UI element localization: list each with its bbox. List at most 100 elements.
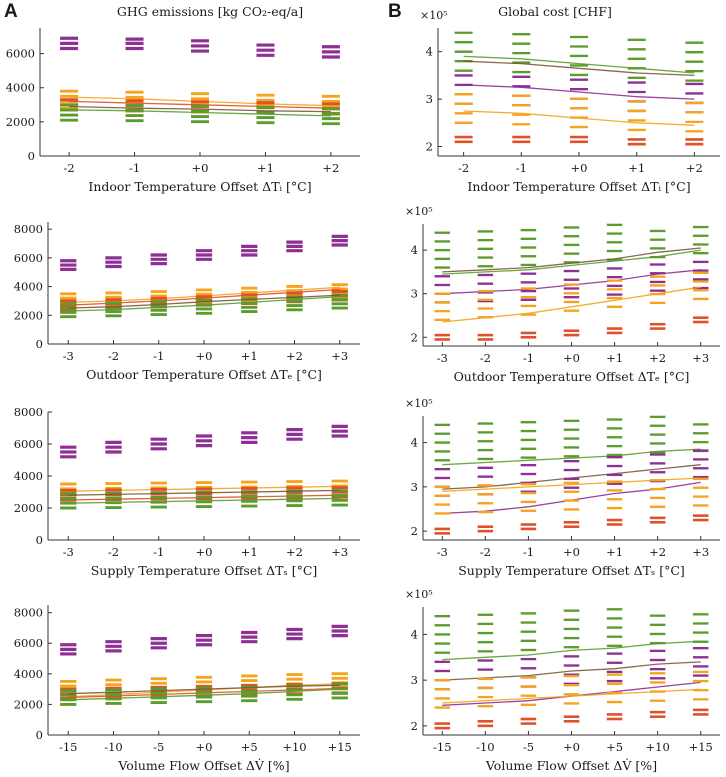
x-tick-label: -2 bbox=[108, 349, 119, 363]
brown-line bbox=[68, 684, 340, 695]
green-line bbox=[69, 109, 331, 117]
x-tick-label: +1 bbox=[606, 545, 623, 559]
x-tick-label: -1 bbox=[153, 545, 164, 559]
panel-label-b: B bbox=[388, 1, 402, 22]
x-tick-label: -3 bbox=[437, 545, 448, 559]
x-axis-label: Outdoor Temperature Offset ΔTₑ [°C] bbox=[86, 367, 322, 382]
green-top-line bbox=[442, 640, 701, 661]
x-tick-label: +0 bbox=[196, 349, 213, 363]
y-tick-label: 2 bbox=[411, 330, 418, 344]
y-tick-label: 2 bbox=[411, 719, 418, 733]
x-tick-label: +1 bbox=[241, 545, 258, 559]
x-axis-label: Volume Flow Offset ΔV̇ [%] bbox=[117, 758, 289, 773]
orange-line bbox=[442, 286, 701, 323]
x-tick-label: -3 bbox=[437, 351, 448, 365]
x-tick-label: +0 bbox=[563, 740, 580, 754]
x-tick-label: +0 bbox=[192, 161, 209, 175]
x-tick-label: +2 bbox=[322, 161, 339, 175]
y-tick-label: 4000 bbox=[6, 81, 35, 95]
brown-line bbox=[68, 294, 340, 309]
green-top-line bbox=[442, 448, 701, 466]
x-tick-label: +1 bbox=[257, 161, 274, 175]
x-tick-label: -15 bbox=[59, 740, 78, 754]
chart-b4: 2 3 4 -15 -10 -5 +0 +5 +10 +15 Volume Flow Offset … bbox=[405, 588, 720, 773]
x-tick-label: +0 bbox=[196, 545, 213, 559]
orange-line bbox=[442, 688, 701, 704]
x-tick-label: -10 bbox=[104, 740, 123, 754]
purple-line bbox=[463, 84, 695, 100]
x-tick-label: -1 bbox=[153, 349, 164, 363]
x-tick-label: -3 bbox=[63, 545, 74, 559]
brown-line bbox=[463, 60, 695, 77]
x-tick-label: -15 bbox=[433, 740, 452, 754]
y-tick-label: 0 bbox=[36, 728, 43, 742]
x-tick-label: +0 bbox=[563, 351, 580, 365]
y-tick-label: 3 bbox=[426, 92, 433, 106]
green-line bbox=[68, 688, 340, 701]
y-tick-label: 0 bbox=[28, 149, 35, 163]
x-tick-label: -2 bbox=[458, 161, 469, 175]
x-tick-label: -2 bbox=[480, 545, 491, 559]
right-column-title: Global cost [CHF] bbox=[498, 4, 612, 19]
x-tick-label: +1 bbox=[606, 351, 623, 365]
x-tick-label: -1 bbox=[523, 545, 534, 559]
x-tick-label: +1 bbox=[241, 349, 258, 363]
y-tick-label: 3 bbox=[411, 287, 418, 301]
x-tick-label: -2 bbox=[480, 351, 491, 365]
y-tick-label: 8000 bbox=[14, 405, 43, 419]
y-tick-label: 0 bbox=[36, 533, 43, 547]
x-axis-label: Supply Temperature Offset ΔTₛ [°C] bbox=[458, 563, 685, 578]
orange-line bbox=[463, 110, 695, 126]
x-tick-label: -1 bbox=[129, 161, 140, 175]
x-tick-label: -1 bbox=[516, 161, 527, 175]
y-tick-label: 2000 bbox=[14, 501, 43, 515]
x-axis-label: Volume Flow Offset ΔV̇ [%] bbox=[485, 758, 657, 773]
panel-label-a: A bbox=[4, 1, 18, 22]
x-tick-label: -5 bbox=[523, 740, 534, 754]
x-axis-label: Indoor Temperature Offset ΔTᵢ [°C] bbox=[467, 179, 690, 194]
y-tick-label: 3 bbox=[411, 673, 418, 687]
x-tick-label: -10 bbox=[476, 740, 495, 754]
green-top-line bbox=[442, 249, 701, 275]
x-tick-label: +5 bbox=[606, 740, 623, 754]
x-tick-label: +5 bbox=[241, 740, 258, 754]
x-tick-label: +2 bbox=[649, 351, 666, 365]
x-tick-label: -3 bbox=[63, 349, 74, 363]
brown-line bbox=[442, 247, 701, 273]
x-tick-label: +3 bbox=[331, 545, 348, 559]
x-tick-label: +0 bbox=[563, 545, 580, 559]
green-line bbox=[68, 295, 340, 312]
y-tick-label: 2 bbox=[426, 140, 433, 154]
red-line bbox=[69, 100, 331, 109]
green-top-line bbox=[463, 55, 695, 74]
x-tick-label: -2 bbox=[63, 161, 74, 175]
x-tick-label: +10 bbox=[646, 740, 670, 754]
y-axis-exponent: ×10⁵ bbox=[405, 205, 433, 218]
y-tick-label: 4000 bbox=[14, 469, 43, 483]
green-line bbox=[68, 497, 340, 504]
x-tick-label: +2 bbox=[286, 349, 303, 363]
chart-a1: 0 2000 4000 6000 -2 -1 +0 +1 +2 Indoor Temperatur… bbox=[6, 28, 360, 194]
y-tick-label: 4 bbox=[411, 243, 418, 257]
y-tick-label: 6000 bbox=[14, 251, 43, 265]
chart-b1: 2 3 4 -2 -1 +0 +1 +2 Indoor Temperature Offset Δ… bbox=[420, 9, 720, 194]
y-tick-label: 4 bbox=[411, 436, 418, 450]
y-tick-label: 4000 bbox=[14, 667, 43, 681]
orange-line bbox=[442, 477, 701, 492]
x-tick-label: +15 bbox=[689, 740, 713, 754]
x-tick-label: +15 bbox=[328, 740, 352, 754]
x-tick-label: +2 bbox=[649, 545, 666, 559]
y-tick-label: 4 bbox=[411, 627, 418, 641]
y-tick-label: 6000 bbox=[14, 437, 43, 451]
x-axis-label: Outdoor Temperature Offset ΔTₑ [°C] bbox=[454, 369, 690, 384]
y-tick-label: 2 bbox=[411, 524, 418, 538]
x-tick-label: +0 bbox=[571, 161, 588, 175]
y-axis-exponent: ×10⁵ bbox=[420, 9, 448, 22]
x-axis-label: Supply Temperature Offset ΔTₛ [°C] bbox=[91, 563, 318, 578]
x-tick-label: +0 bbox=[196, 740, 213, 754]
x-tick-label: +3 bbox=[692, 351, 709, 365]
chart-a4: 0 2000 4000 6000 8000 -15 -10 -5 +0 +5 +10 +15 Volum… bbox=[14, 605, 360, 773]
left-column-title: GHG emissions [kg CO₂-eq/a] bbox=[117, 4, 303, 19]
y-tick-label: 8000 bbox=[14, 606, 43, 620]
